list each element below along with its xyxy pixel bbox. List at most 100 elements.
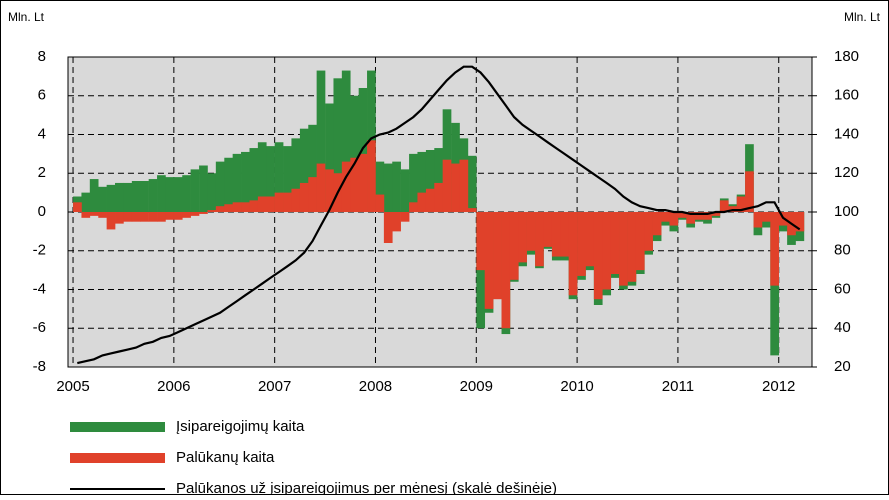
bar — [501, 212, 511, 329]
bars — [73, 70, 805, 356]
bar — [467, 155, 477, 212]
bar — [341, 161, 351, 212]
bar — [434, 182, 443, 212]
bar — [165, 177, 175, 212]
y-tick-label: 4 — [38, 125, 46, 142]
bar — [215, 161, 225, 212]
bar — [459, 159, 469, 212]
bar — [476, 212, 486, 271]
bar — [89, 179, 99, 212]
bar — [249, 200, 259, 212]
bar — [719, 200, 729, 212]
y-tick-label: -4 — [33, 280, 46, 297]
bar — [619, 212, 628, 286]
bar — [451, 163, 460, 212]
x-tick-label: 2005 — [56, 378, 89, 395]
x-tick-label: 2010 — [560, 378, 593, 395]
bar — [627, 212, 637, 282]
bar — [375, 194, 385, 212]
bar — [736, 196, 746, 212]
x-tick-label: 2006 — [157, 378, 190, 395]
axes: -8 -6 -4 -2 0 2 4 6 8 20 40 60 80 100 120 140 160 180 2005… — [33, 48, 859, 395]
y-tick-label: -2 — [33, 242, 46, 259]
bar — [274, 142, 284, 212]
bar — [585, 212, 595, 267]
bar — [493, 212, 502, 300]
bar — [199, 212, 208, 214]
bar — [291, 188, 301, 212]
bar — [316, 163, 326, 212]
bar — [593, 212, 603, 300]
y-tick-label: 6 — [38, 87, 46, 104]
bar — [409, 202, 418, 212]
bar — [123, 182, 133, 212]
bar — [669, 212, 679, 226]
bar — [325, 103, 334, 212]
bar — [299, 128, 309, 212]
bar — [753, 212, 763, 228]
bar — [417, 151, 427, 212]
bar — [283, 192, 292, 212]
bar — [190, 169, 200, 212]
bar — [392, 212, 401, 232]
bar — [543, 212, 553, 247]
x-tick-label: 2008 — [359, 378, 392, 395]
bar — [173, 212, 183, 220]
bar — [266, 196, 275, 212]
bar — [257, 196, 267, 212]
bar — [568, 212, 578, 296]
bar — [215, 206, 225, 212]
bar — [333, 78, 343, 212]
bar — [308, 124, 317, 212]
bar — [232, 153, 242, 212]
bar — [165, 212, 175, 220]
bar — [140, 181, 149, 212]
bar — [358, 153, 368, 212]
y-tick-label: 8 — [38, 48, 46, 65]
y-tick-label: -8 — [33, 358, 46, 375]
bar — [409, 153, 418, 212]
bar — [383, 163, 393, 212]
y-tick-label: 0 — [38, 203, 46, 220]
bar — [795, 212, 805, 232]
bar — [518, 212, 527, 263]
bar — [467, 208, 477, 212]
bar — [635, 212, 645, 271]
bar — [711, 212, 721, 216]
legend-label: Palūkanos už įsipareigojimus per mėnesį … — [176, 480, 557, 495]
bar — [73, 202, 82, 212]
bar — [484, 212, 494, 309]
bar — [157, 175, 166, 212]
bar — [148, 179, 158, 212]
bar — [442, 159, 452, 212]
y-tick-label: -6 — [33, 319, 46, 336]
y-axis-label: Mln. Lt — [8, 10, 45, 24]
bar — [131, 212, 141, 222]
y2-tick-label: 60 — [834, 280, 851, 297]
x-tick-label: 2011 — [662, 378, 694, 395]
bar — [224, 157, 233, 212]
y2-tick-label: 40 — [834, 319, 851, 336]
bar — [283, 146, 292, 212]
bar — [350, 95, 360, 212]
bar — [241, 151, 250, 212]
bar — [81, 192, 91, 212]
bar — [232, 202, 242, 212]
bar — [350, 157, 360, 212]
bar — [644, 212, 653, 251]
bar — [417, 192, 427, 212]
bar — [661, 212, 670, 222]
bar — [115, 182, 124, 212]
bar — [686, 212, 696, 224]
legend-swatch — [70, 422, 165, 432]
bar — [770, 212, 779, 286]
bar — [123, 212, 133, 222]
bar — [526, 212, 536, 251]
bar — [98, 186, 107, 212]
bar — [308, 177, 317, 212]
bar — [274, 192, 284, 212]
bar — [249, 148, 259, 212]
bar — [81, 212, 91, 218]
bar — [425, 188, 435, 212]
